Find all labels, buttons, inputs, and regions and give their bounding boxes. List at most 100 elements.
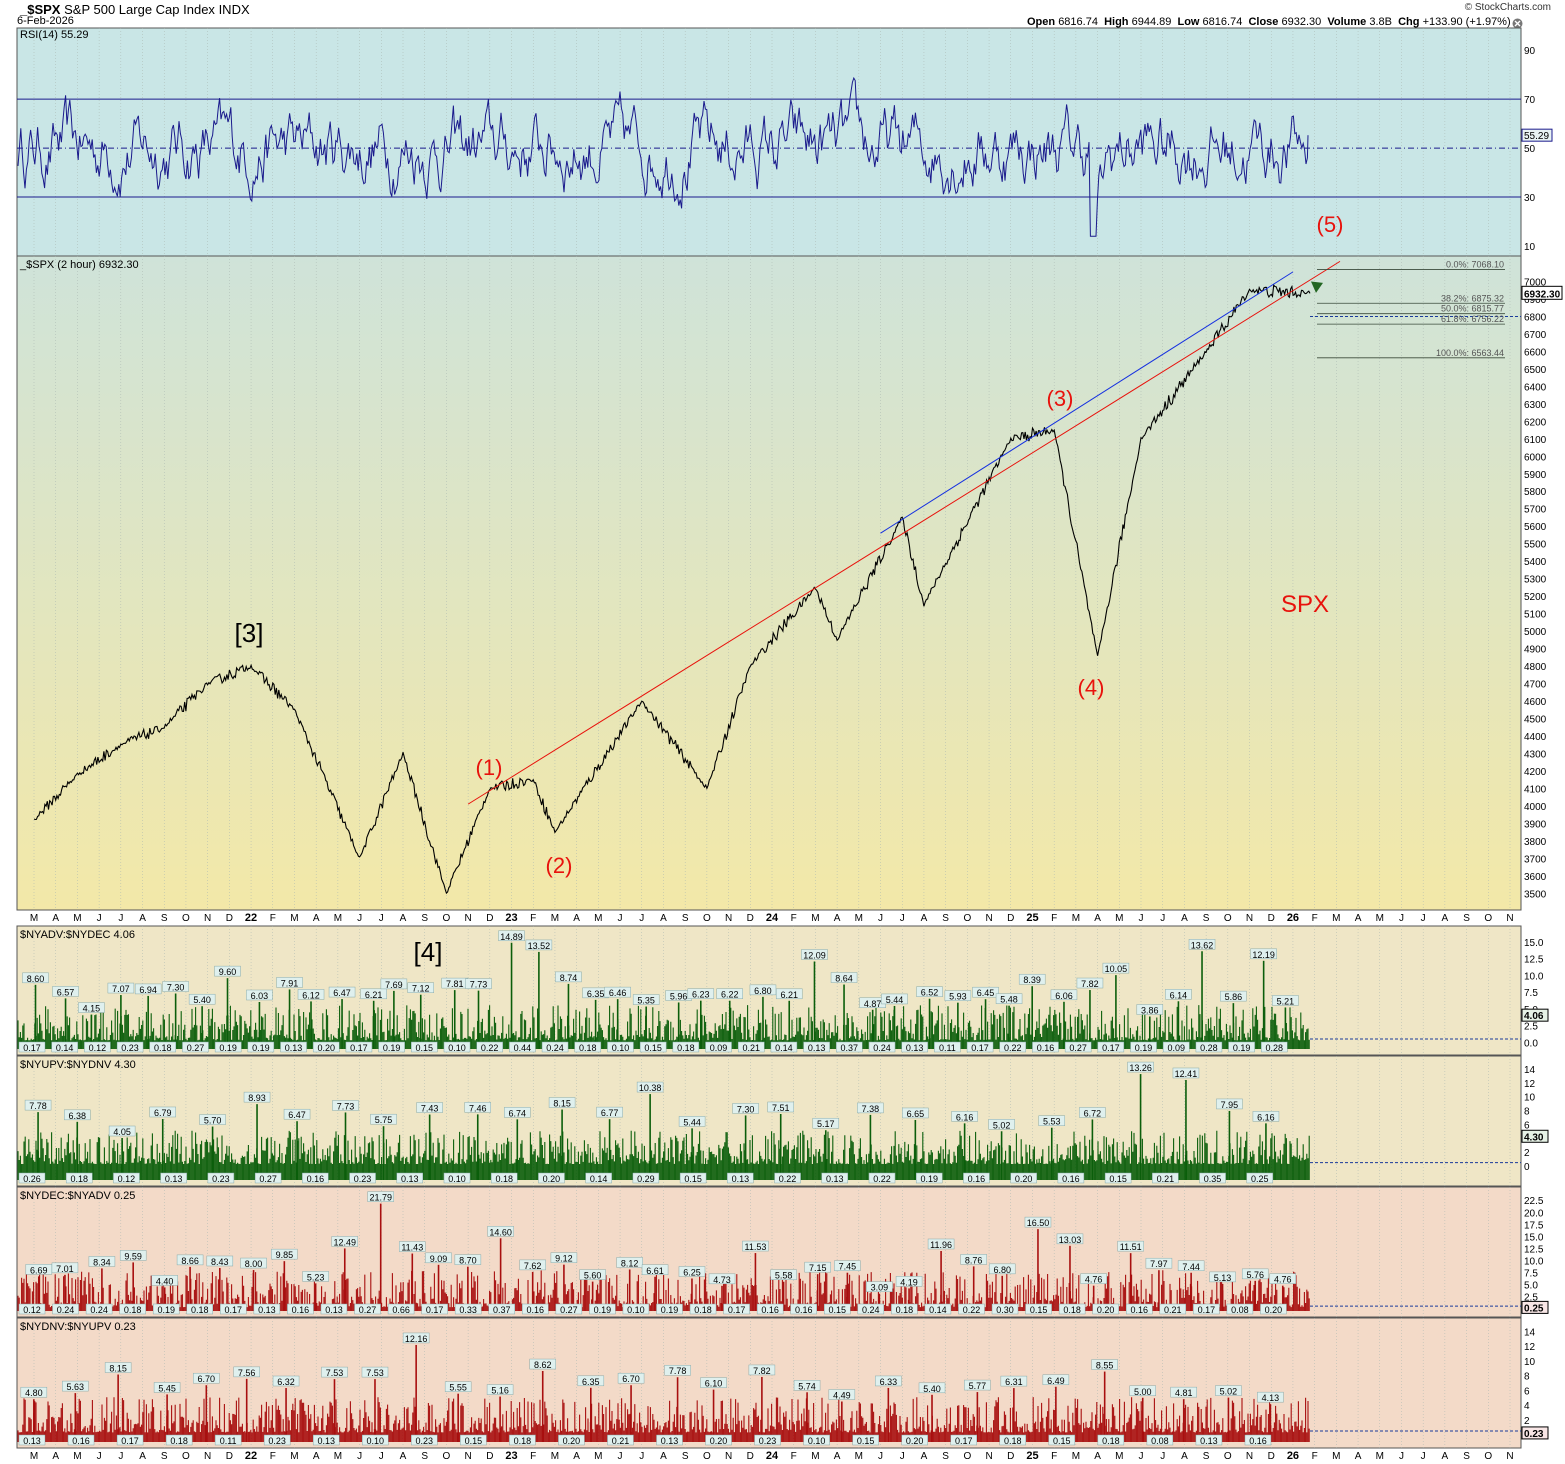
peak-label-box — [548, 1097, 576, 1108]
peak-label: 4.73 — [713, 1275, 731, 1285]
x-tick-label: F — [530, 1451, 536, 1462]
trough-label-box — [1193, 1303, 1220, 1315]
peak-label-box — [1269, 1273, 1297, 1284]
wave-label: (4) — [1078, 675, 1105, 700]
trough-label: 0.13 — [285, 1043, 303, 1053]
peak-label-box — [875, 1375, 902, 1387]
rsi-title: RSI(14) 55.29 — [20, 29, 88, 41]
breadth-y-tick: 4 — [1524, 1401, 1530, 1412]
peak-label: 12.09 — [803, 950, 826, 960]
x-tick-label: S — [1203, 913, 1210, 924]
peak-label-box — [579, 1269, 606, 1280]
peak-label: 4.81 — [1175, 1388, 1193, 1398]
x-tick-label: S — [1463, 1451, 1470, 1462]
trough-label: 0.09 — [1167, 1043, 1185, 1053]
peak-label: 6.47 — [288, 1110, 306, 1120]
peak-label-box — [149, 1106, 176, 1118]
x-tick-label: M — [1115, 913, 1123, 924]
trough-label: 0.20 — [1097, 1305, 1115, 1315]
trough-label: 0.13 — [317, 1436, 335, 1446]
breadth-title: $NYADV:$NYDEC 4.06 — [20, 929, 135, 941]
x-tick-label: M — [594, 1451, 602, 1462]
close-x-icon[interactable] — [1512, 16, 1523, 29]
peak-label-box — [243, 1091, 271, 1103]
trough-label-box — [214, 1434, 242, 1446]
peak-label: 6.69 — [30, 1265, 48, 1275]
peak-label-box — [1215, 1385, 1242, 1396]
x-tick-label: M — [594, 913, 602, 924]
peak-label: 6.79 — [154, 1108, 172, 1118]
trough-label: 0.11 — [220, 1436, 237, 1446]
trough-label: 0.20 — [563, 1436, 581, 1446]
peak-label: 5.16 — [491, 1386, 509, 1396]
peak-label: 6.25 — [683, 1267, 701, 1277]
fib-label: 61.8%: 6756.22 — [1441, 314, 1504, 324]
peak-label-box — [988, 1119, 1015, 1130]
trough-label-box — [160, 1172, 187, 1184]
x-tick-label: D — [747, 913, 754, 924]
peak-label: 7.69 — [385, 980, 403, 990]
x-tick-label: N — [1506, 913, 1513, 924]
peak-label-box — [1127, 1061, 1154, 1073]
peak-label: 4.49 — [833, 1391, 851, 1401]
peak-label-box — [881, 993, 908, 1005]
projection-arrow-icon — [1311, 281, 1323, 293]
peak-label-box — [1272, 995, 1299, 1006]
trough-label: 0.22 — [873, 1174, 891, 1184]
x-tick-label: J — [1399, 913, 1404, 924]
peak-label-box — [283, 1108, 311, 1120]
peak-label: 8.12 — [621, 1258, 639, 1268]
breadth-y-tick: 15.0 — [1524, 938, 1544, 949]
peak-label: 5.35 — [637, 996, 655, 1006]
trough-label: 0.14 — [56, 1043, 74, 1053]
wave-label: (3) — [1047, 386, 1074, 411]
peak-label: 6.33 — [880, 1377, 898, 1387]
breadth-last-box — [1521, 1426, 1549, 1440]
peak-label: 5.58 — [775, 1271, 793, 1281]
trough-label-box — [476, 1041, 503, 1053]
trough-label: 0.37 — [841, 1043, 859, 1053]
trough-label-box — [263, 1434, 291, 1446]
x-tick-label: A — [573, 1451, 580, 1462]
peak-label: 8.60 — [27, 974, 45, 984]
x-tick-label: J — [1399, 1451, 1404, 1462]
peak-label: 7.97 — [1150, 1259, 1168, 1269]
x-tick-label: N — [725, 1451, 732, 1462]
wave-label: (1) — [476, 755, 503, 780]
trough-label-box — [396, 1172, 424, 1184]
peak-label: 6.16 — [956, 1112, 974, 1122]
trough-label-box — [1146, 1434, 1174, 1446]
trough-label: 0.17 — [426, 1305, 444, 1315]
trough-label: 0.16 — [1249, 1436, 1267, 1446]
peak-label: 5.55 — [449, 1383, 467, 1393]
breadth-y-tick: 20.0 — [1524, 1208, 1544, 1219]
x-tick-label: A — [1442, 913, 1449, 924]
rsi-y-tick: 10 — [1524, 242, 1536, 253]
x-tick-label: S — [942, 913, 949, 924]
trough-label: 0.18 — [170, 1436, 188, 1446]
breadth-y-tick: 8 — [1524, 1372, 1530, 1383]
breadth-y-tick: 2 — [1524, 1148, 1530, 1159]
peak-label-box — [742, 1240, 769, 1252]
trough-label-box — [607, 1434, 634, 1446]
peak-label: 5.02 — [1220, 1387, 1238, 1397]
trough-label: 0.13 — [661, 1436, 679, 1446]
trough-label-box — [541, 1041, 569, 1053]
peak-label: 5.17 — [817, 1119, 835, 1129]
blue-channel-line — [880, 271, 1294, 534]
breadth-y-tick: 12.5 — [1524, 955, 1544, 966]
peak-label-box — [916, 986, 943, 997]
trough-label: 0.28 — [1266, 1043, 1284, 1053]
peak-label: 21.79 — [369, 1193, 392, 1203]
x-tick-label: A — [921, 913, 928, 924]
x-tick-label: D — [486, 913, 493, 924]
trough-label-box — [253, 1303, 281, 1315]
breadth-last-value: 4.30 — [1524, 1132, 1544, 1143]
peak-label-box — [1188, 939, 1216, 950]
peak-label: 8.15 — [109, 1364, 127, 1374]
peak-label-box — [214, 965, 241, 977]
breadth-y-tick: 10 — [1524, 1357, 1536, 1368]
x-tick-label: S — [682, 913, 689, 924]
peak-label: 6.23 — [692, 990, 710, 1000]
